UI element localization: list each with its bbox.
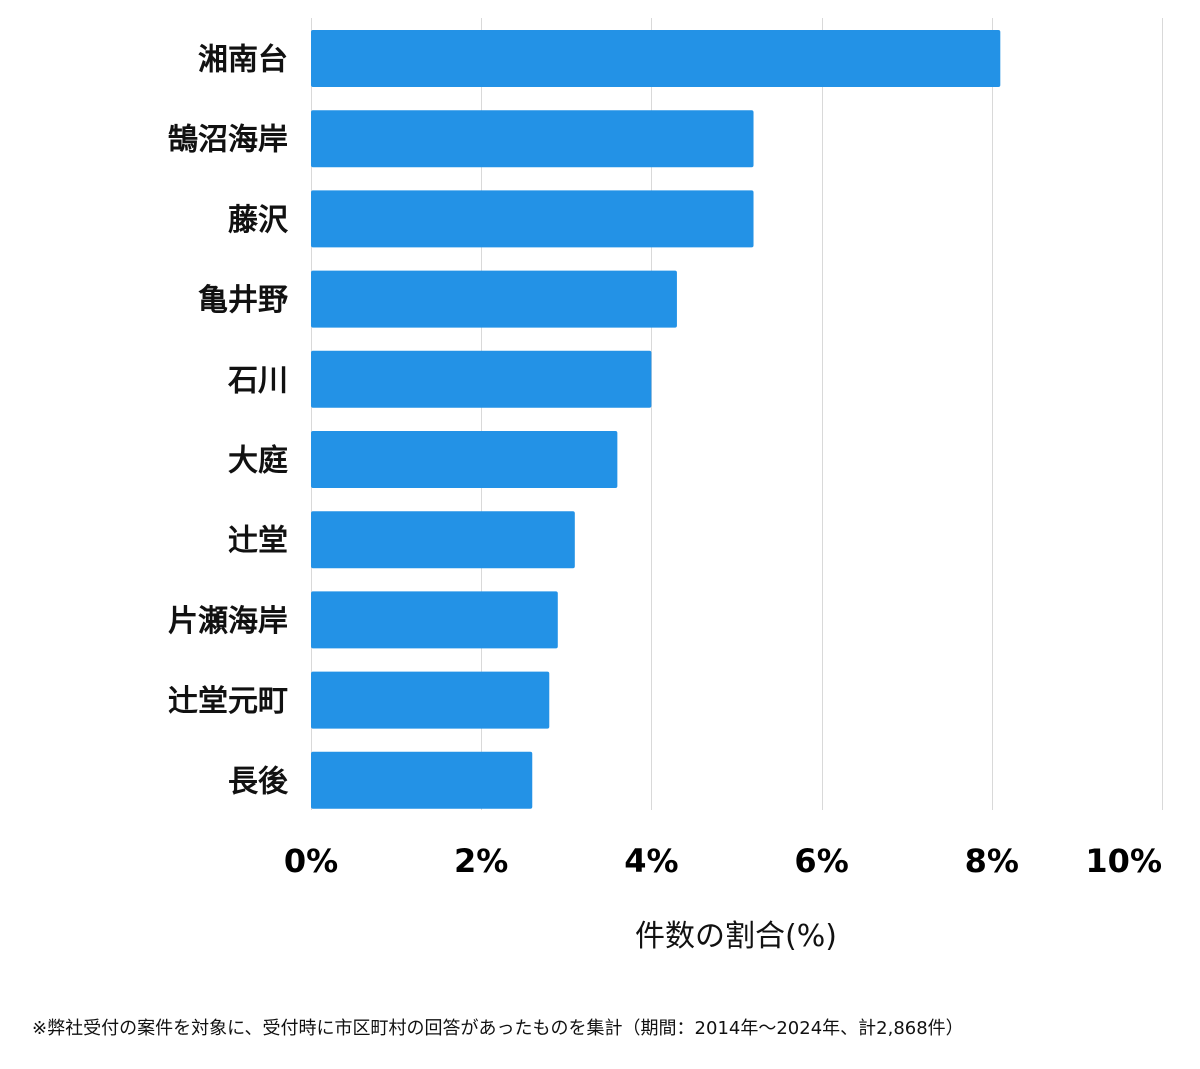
bar [311, 511, 575, 569]
bar [311, 190, 754, 248]
x-axis-title: 件数の割合(%) [635, 919, 837, 954]
bar [311, 350, 652, 408]
category-label: 石川 [227, 363, 288, 398]
category-label: 亀井野 [198, 283, 288, 318]
x-tick-label: 6% [794, 842, 848, 880]
x-tick-labels: 0% 2% 4% 6% 8% 10% [284, 842, 1162, 880]
bar [311, 30, 1001, 87]
bar [311, 751, 533, 809]
bars [311, 30, 1001, 809]
x-tick-label: 4% [624, 842, 678, 880]
x-tick-label: 10% [1085, 842, 1162, 880]
x-tick-label: 8% [965, 842, 1019, 880]
bar [311, 431, 618, 488]
category-label: 大庭 [228, 444, 288, 479]
bar [311, 591, 558, 649]
category-label: 湘南台 [198, 43, 288, 78]
category-label: 藤沢 [228, 203, 289, 238]
bar [311, 671, 550, 729]
bar [311, 110, 754, 168]
x-tick-label: 2% [454, 842, 508, 880]
category-label: 鵠沼海岸 [168, 123, 288, 158]
footnote: ※弊社受付の案件を対象に、受付時に市区町村の回答があったものを集計（期間：201… [32, 1018, 964, 1039]
x-tick-label: 0% [284, 842, 338, 880]
category-label: 片瀬海岸 [168, 604, 288, 639]
category-label: 長後 [228, 764, 289, 799]
bar [311, 270, 677, 328]
category-label: 辻堂元町 [168, 684, 288, 719]
category-label: 辻堂 [228, 524, 288, 559]
